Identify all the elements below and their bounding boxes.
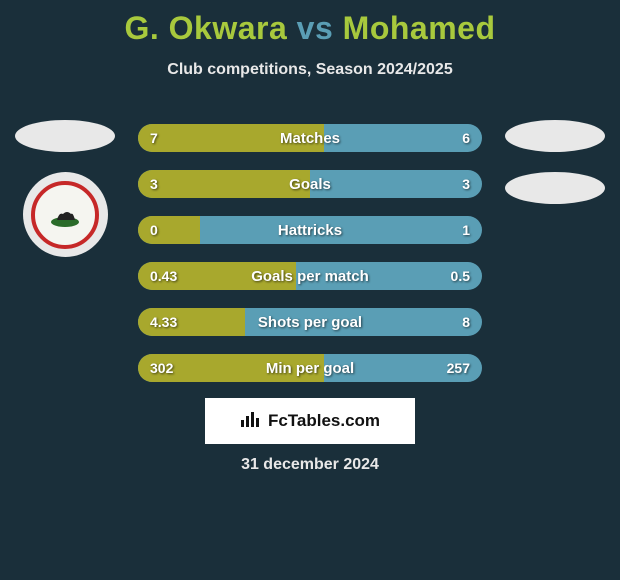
bar-label: Min per goal (138, 354, 482, 382)
bar-right-value: 257 (447, 354, 470, 382)
bar-row: 4.33 Shots per goal 8 (138, 308, 482, 336)
comparison-title: G. Okwara vs Mohamed (0, 0, 620, 47)
chart-bars-icon (240, 410, 262, 433)
player-a-ellipse (15, 120, 115, 152)
bar-right-value: 6 (462, 124, 470, 152)
bar-label: Goals per match (138, 262, 482, 290)
bar-label: Shots per goal (138, 308, 482, 336)
bar-right-value: 8 (462, 308, 470, 336)
bar-right-value: 3 (462, 170, 470, 198)
club-crest-icon (31, 181, 99, 249)
bar-label: Hattricks (138, 216, 482, 244)
player-b-ellipse-1 (505, 120, 605, 152)
player-a-badge (23, 172, 108, 257)
bar-label: Goals (138, 170, 482, 198)
bar-row: 0.43 Goals per match 0.5 (138, 262, 482, 290)
player-b-name: Mohamed (343, 10, 496, 46)
player-b-ellipse-2 (505, 172, 605, 204)
fctables-logo: FcTables.com (205, 398, 415, 444)
bar-label: Matches (138, 124, 482, 152)
vs-text: vs (297, 10, 334, 46)
right-column (500, 120, 610, 224)
bar-row: 7 Matches 6 (138, 124, 482, 152)
bar-row: 3 Goals 3 (138, 170, 482, 198)
bar-right-value: 1 (462, 216, 470, 244)
bar-right-value: 0.5 (451, 262, 470, 290)
comparison-bars: 7 Matches 6 3 Goals 3 0 Hattricks 1 0.43… (138, 124, 482, 400)
bar-row: 0 Hattricks 1 (138, 216, 482, 244)
left-column (10, 120, 120, 257)
subtitle: Club competitions, Season 2024/2025 (0, 61, 620, 79)
date-text: 31 december 2024 (0, 456, 620, 474)
bar-row: 302 Min per goal 257 (138, 354, 482, 382)
player-a-name: G. Okwara (124, 10, 287, 46)
logo-text: FcTables.com (268, 411, 380, 431)
